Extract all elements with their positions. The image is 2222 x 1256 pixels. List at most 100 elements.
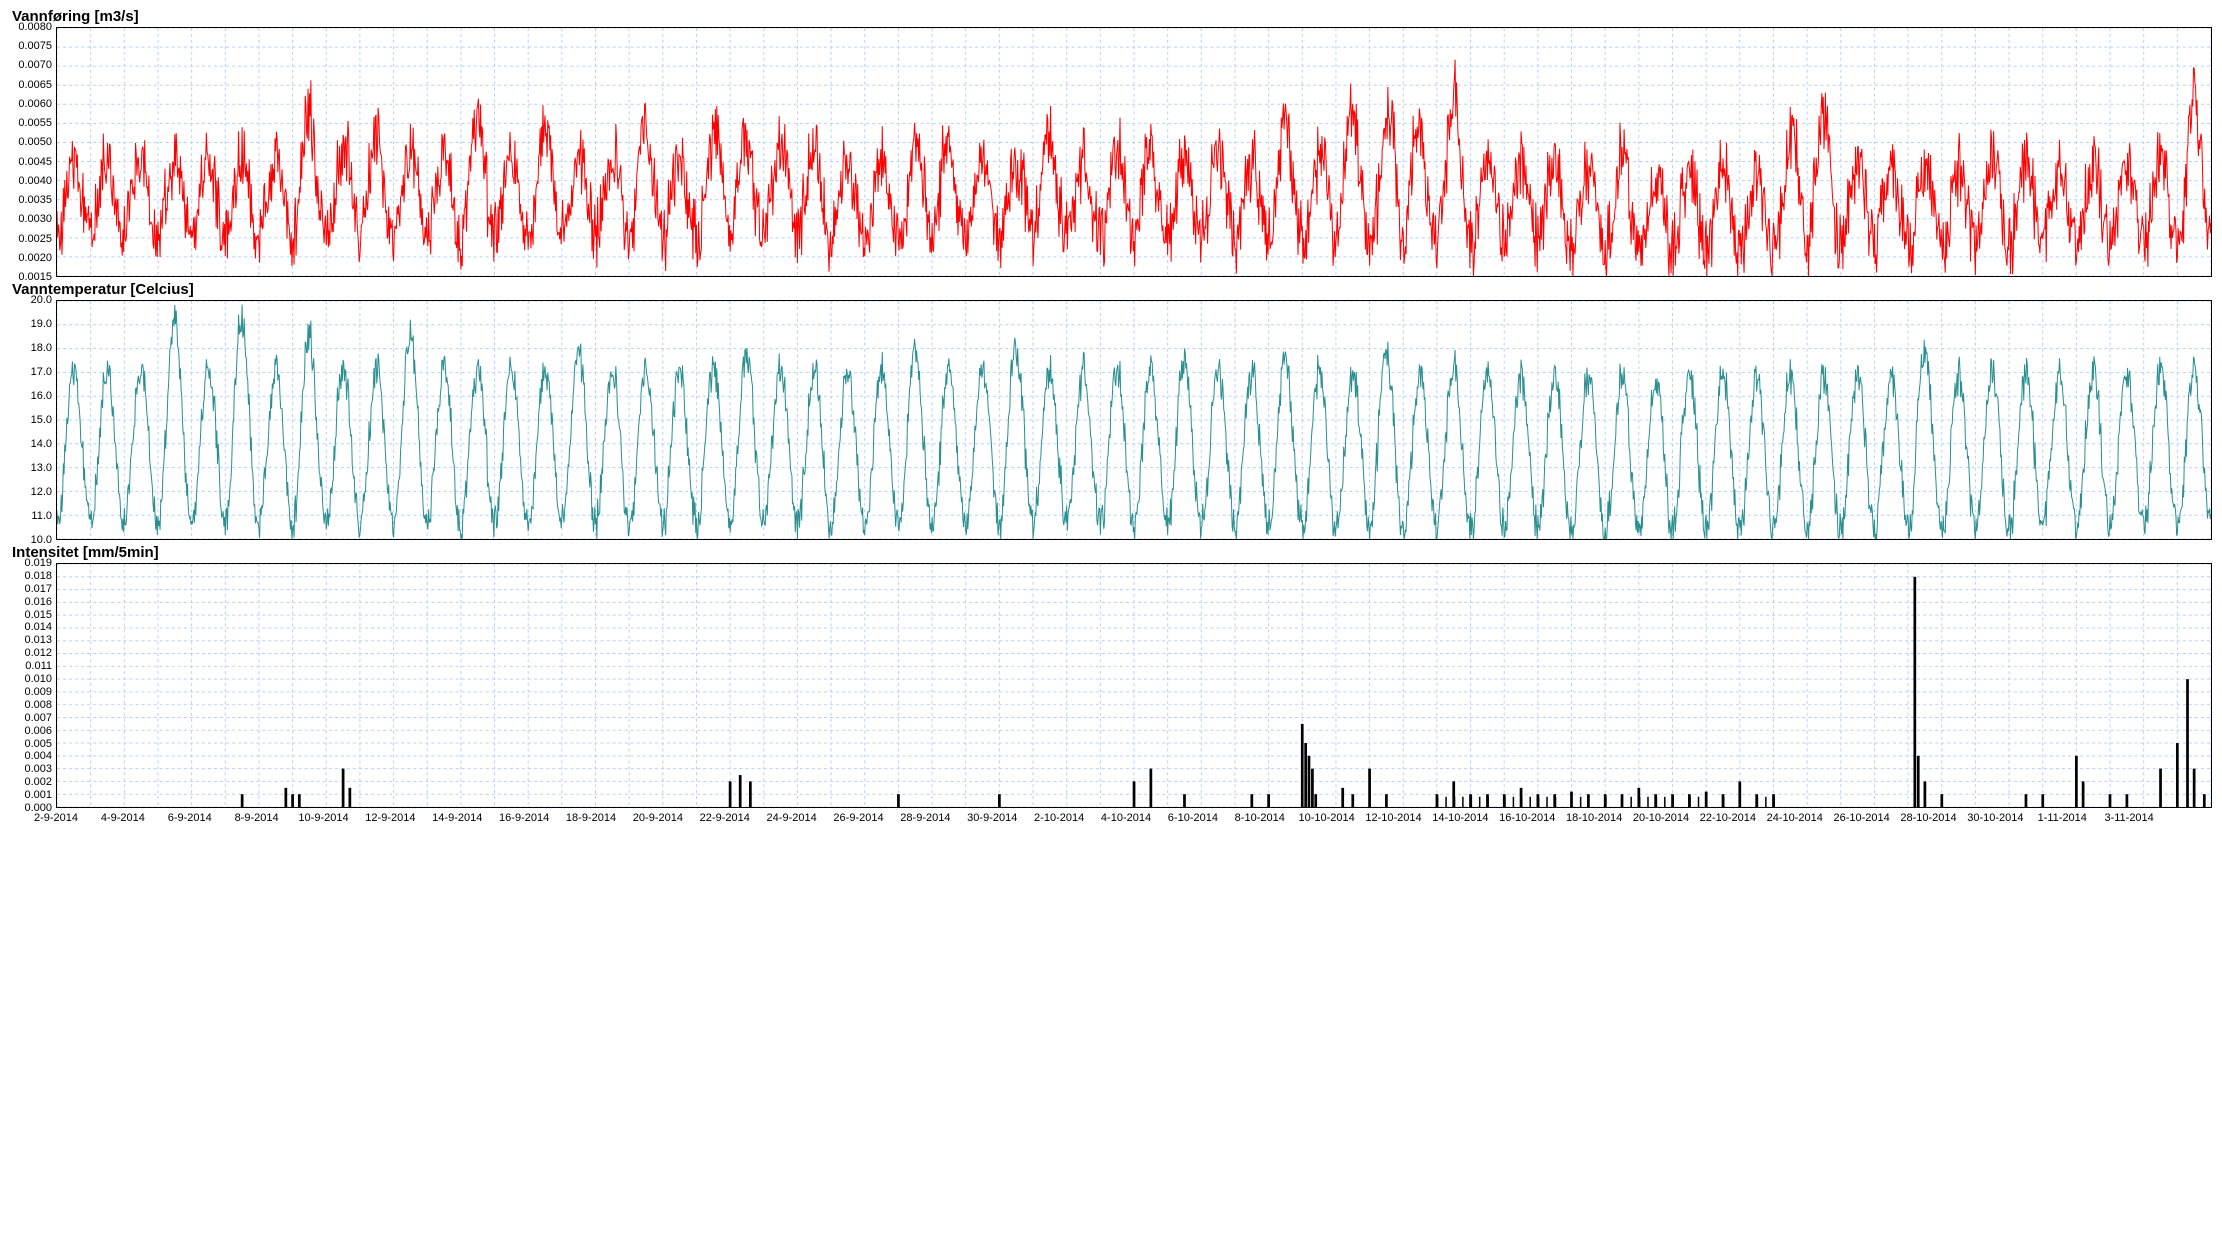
x-tick: 30-9-2014 bbox=[967, 812, 1017, 824]
x-tick: 26-9-2014 bbox=[833, 812, 883, 824]
x-tick: 20-9-2014 bbox=[633, 812, 683, 824]
y-tick: 0.0035 bbox=[18, 194, 52, 206]
y-tick: 0.009 bbox=[24, 686, 52, 698]
series-bar-intensity bbox=[1314, 794, 1317, 807]
x-tick: 3-11-2014 bbox=[2104, 812, 2153, 824]
y-tick: 0.005 bbox=[24, 738, 52, 750]
series-bar-intensity bbox=[342, 769, 345, 807]
series-bar-intensity bbox=[897, 794, 900, 807]
y-tick: 10.0 bbox=[31, 534, 52, 546]
y-tick: 0.012 bbox=[24, 647, 52, 659]
y-tick: 11.0 bbox=[31, 510, 52, 522]
chart-flow: Vannføring [m3/s]0.00150.00200.00250.003… bbox=[10, 8, 2212, 277]
y-tick: 19.0 bbox=[31, 318, 52, 330]
y-tick: 14.0 bbox=[31, 438, 52, 450]
y-tick: 0.0030 bbox=[18, 213, 52, 225]
x-tick: 8-9-2014 bbox=[235, 812, 279, 824]
series-bar-intensity bbox=[1351, 794, 1354, 807]
series-bar-intensity bbox=[729, 781, 732, 807]
y-tick: 0.016 bbox=[24, 596, 52, 608]
y-tick: 0.008 bbox=[24, 699, 52, 711]
y-tick: 20.0 bbox=[31, 294, 52, 306]
y-tick: 0.0070 bbox=[18, 59, 52, 71]
y-tick: 0.0060 bbox=[18, 98, 52, 110]
y-tick: 0.003 bbox=[24, 763, 52, 775]
y-tick: 0.0050 bbox=[18, 136, 52, 148]
series-bar-intensity bbox=[2176, 743, 2179, 807]
series-bar-intensity bbox=[1913, 577, 1916, 807]
series-bar-intensity bbox=[2041, 794, 2044, 807]
x-axis: 2-9-20144-9-20146-9-20148-9-201410-9-201… bbox=[56, 812, 2196, 830]
y-tick: 0.018 bbox=[24, 570, 52, 582]
series-bar-intensity bbox=[1150, 769, 1153, 807]
chart-intensity: Intensitet [mm/5min]0.0000.0010.0020.003… bbox=[10, 544, 2212, 808]
x-tick: 14-10-2014 bbox=[1432, 812, 1488, 824]
series-bar-intensity bbox=[2186, 679, 2189, 807]
series-bar-intensity bbox=[298, 794, 301, 807]
plot-area-temp bbox=[56, 300, 2212, 540]
y-tick: 0.019 bbox=[24, 557, 52, 569]
series-bar-intensity bbox=[1304, 743, 1307, 807]
x-tick: 10-10-2014 bbox=[1298, 812, 1354, 824]
series-bar-intensity bbox=[291, 794, 294, 807]
y-tick: 15.0 bbox=[31, 414, 52, 426]
x-tick: 24-10-2014 bbox=[1767, 812, 1823, 824]
chart-temp: Vanntemperatur [Celcius]10.011.012.013.0… bbox=[10, 281, 2212, 540]
series-bar-intensity bbox=[1917, 756, 1920, 807]
x-tick: 18-10-2014 bbox=[1566, 812, 1622, 824]
y-axis-intensity: 0.0000.0010.0020.0030.0040.0050.0060.007… bbox=[10, 563, 56, 808]
y-tick: 0.006 bbox=[24, 725, 52, 737]
y-axis-flow: 0.00150.00200.00250.00300.00350.00400.00… bbox=[10, 27, 56, 277]
series-bar-intensity bbox=[1341, 788, 1344, 807]
series-bar-intensity bbox=[2082, 781, 2085, 807]
y-tick: 0.0020 bbox=[18, 252, 52, 264]
series-bar-intensity bbox=[1385, 794, 1388, 807]
series-bar-intensity bbox=[2075, 756, 2078, 807]
chart-title-temp: Vanntemperatur [Celcius] bbox=[12, 281, 2212, 298]
x-tick: 1-11-2014 bbox=[2038, 812, 2087, 824]
series-bar-intensity bbox=[739, 775, 742, 807]
series-bar-intensity bbox=[1368, 769, 1371, 807]
y-tick: 0.0075 bbox=[18, 40, 52, 52]
x-tick: 22-10-2014 bbox=[1700, 812, 1756, 824]
y-tick: 0.014 bbox=[24, 621, 52, 633]
series-bar-intensity bbox=[1940, 794, 1943, 807]
series-bar-intensity bbox=[1250, 794, 1253, 807]
series-bar-intensity bbox=[749, 781, 752, 807]
series-bar-intensity bbox=[348, 788, 351, 807]
y-tick: 12.0 bbox=[31, 486, 52, 498]
series-bar-intensity bbox=[1183, 794, 1186, 807]
x-tick: 12-10-2014 bbox=[1365, 812, 1421, 824]
y-tick: 0.011 bbox=[25, 660, 52, 672]
y-tick: 0.0065 bbox=[18, 79, 52, 91]
series-bar-intensity bbox=[998, 794, 1001, 807]
y-axis-temp: 10.011.012.013.014.015.016.017.018.019.0… bbox=[10, 300, 56, 540]
y-tick: 0.0015 bbox=[18, 271, 52, 283]
figure-wrapper: Vannføring [m3/s]0.00150.00200.00250.003… bbox=[0, 0, 2222, 834]
x-tick: 6-10-2014 bbox=[1168, 812, 1218, 824]
series-bar-intensity bbox=[1267, 794, 1270, 807]
x-tick: 2-9-2014 bbox=[34, 812, 78, 824]
y-tick: 0.0040 bbox=[18, 175, 52, 187]
series-bar-intensity bbox=[1705, 792, 1708, 807]
series-bar-intensity bbox=[1924, 781, 1927, 807]
x-tick: 26-10-2014 bbox=[1833, 812, 1889, 824]
x-tick: 4-9-2014 bbox=[101, 812, 145, 824]
x-tick: 12-9-2014 bbox=[365, 812, 415, 824]
series-bar-intensity bbox=[2109, 794, 2112, 807]
x-tick: 22-9-2014 bbox=[700, 812, 750, 824]
x-tick: 20-10-2014 bbox=[1633, 812, 1689, 824]
x-tick: 14-9-2014 bbox=[432, 812, 482, 824]
y-tick: 0.002 bbox=[24, 776, 52, 788]
y-tick: 17.0 bbox=[31, 366, 52, 378]
x-tick: 6-9-2014 bbox=[168, 812, 212, 824]
y-tick: 0.0080 bbox=[18, 21, 52, 33]
series-bar-intensity bbox=[284, 788, 287, 807]
plot-area-flow bbox=[56, 27, 2212, 277]
series-bar-intensity bbox=[2203, 794, 2206, 807]
y-tick: 0.015 bbox=[24, 609, 52, 621]
y-tick: 0.010 bbox=[24, 673, 52, 685]
y-tick: 0.004 bbox=[24, 750, 52, 762]
series-bar-intensity bbox=[1570, 792, 1573, 807]
y-tick: 13.0 bbox=[31, 462, 52, 474]
